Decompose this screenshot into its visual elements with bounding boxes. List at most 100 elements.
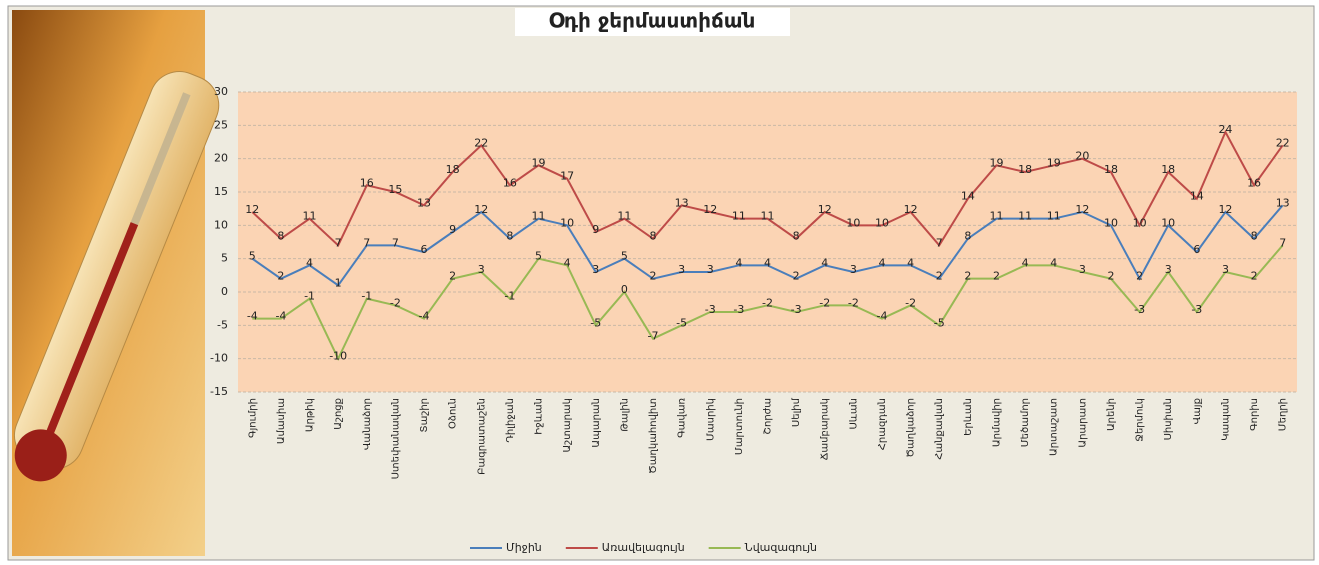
data-label: 7 bbox=[363, 236, 370, 249]
data-label: 11 bbox=[303, 210, 317, 223]
x-tick-label: Սիսիան bbox=[1163, 398, 1174, 440]
y-tick-label: -5 bbox=[217, 318, 228, 331]
data-label: -5 bbox=[934, 316, 945, 329]
x-tick-label: Ծաղկահովիտ bbox=[648, 398, 659, 474]
data-label: 2 bbox=[449, 270, 456, 283]
data-label: 3 bbox=[1222, 263, 1229, 276]
data-label: 7 bbox=[335, 236, 342, 249]
thermometer-image bbox=[12, 10, 220, 556]
series-line bbox=[251, 204, 1284, 287]
data-label: -1 bbox=[504, 290, 515, 303]
x-tick-label: Արտաշատ bbox=[1049, 398, 1060, 456]
data-label: 3 bbox=[707, 263, 714, 276]
data-label: -4 bbox=[877, 310, 888, 323]
data-label: 7 bbox=[936, 236, 943, 249]
x-tick-label: Իջևան bbox=[534, 398, 545, 435]
data-label: -3 bbox=[1134, 303, 1145, 316]
x-tick-label: Գավառ bbox=[677, 397, 688, 437]
data-label: 3 bbox=[592, 263, 599, 276]
x-tick-label: Աշոցք bbox=[333, 398, 344, 430]
data-label: 9 bbox=[592, 223, 599, 236]
data-label: 11 bbox=[761, 210, 775, 223]
x-tick-label: Բագրատաշեն bbox=[476, 398, 487, 475]
x-tick-label: Մարտունի bbox=[734, 398, 745, 455]
x-tick-label: Սևան bbox=[848, 398, 859, 430]
x-tick-label: Օձուն bbox=[448, 398, 459, 429]
data-label: 8 bbox=[1251, 230, 1258, 243]
data-label: 3 bbox=[1165, 263, 1172, 276]
data-label: 11 bbox=[1018, 210, 1032, 223]
data-label: 19 bbox=[1047, 156, 1061, 169]
data-label: 16 bbox=[360, 176, 374, 189]
data-label: 10 bbox=[1104, 216, 1118, 229]
data-label: 3 bbox=[1079, 263, 1086, 276]
data-label: 2 bbox=[277, 270, 284, 283]
data-label: 12 bbox=[1218, 203, 1232, 216]
x-tick-label: Ամասիա bbox=[276, 398, 287, 444]
y-tick-label: 15 bbox=[214, 185, 228, 198]
data-label: 4 bbox=[735, 256, 742, 269]
x-tick-label: Արարատ bbox=[1077, 398, 1088, 448]
x-tick-label: Շորժա bbox=[763, 398, 774, 435]
data-label: 18 bbox=[1104, 163, 1118, 176]
x-tick-label: Մեղրի bbox=[1278, 398, 1289, 431]
data-label: 12 bbox=[1075, 203, 1089, 216]
data-label: 4 bbox=[907, 256, 914, 269]
data-label: 9 bbox=[449, 223, 456, 236]
data-label: 11 bbox=[1047, 210, 1061, 223]
data-label: 12 bbox=[245, 203, 259, 216]
x-tick-label: Մասրիկ bbox=[705, 398, 716, 441]
x-tick-label: Սելիմ bbox=[791, 397, 802, 427]
data-label: 4 bbox=[1050, 256, 1057, 269]
data-label: 2 bbox=[993, 270, 1000, 283]
data-label: 11 bbox=[732, 210, 746, 223]
data-label: 8 bbox=[964, 230, 971, 243]
data-label: 22 bbox=[474, 136, 488, 149]
data-label: 8 bbox=[793, 230, 800, 243]
title-box bbox=[515, 8, 790, 36]
data-label: 11 bbox=[989, 210, 1003, 223]
data-label: -2 bbox=[905, 296, 916, 309]
data-label: 4 bbox=[878, 256, 885, 269]
data-label: -4 bbox=[247, 310, 258, 323]
x-tick-label: Արմավիր bbox=[991, 398, 1002, 447]
data-label: 12 bbox=[818, 203, 832, 216]
data-label: 7 bbox=[392, 236, 399, 249]
x-tick-label: Հանքավան bbox=[934, 398, 945, 460]
data-label: 10 bbox=[1161, 216, 1175, 229]
data-label: 19 bbox=[989, 156, 1003, 169]
y-tick-label: -15 bbox=[210, 385, 228, 398]
legend-label: Նվազագույն bbox=[745, 541, 817, 554]
data-label: 2 bbox=[1107, 270, 1114, 283]
y-tick-label: -10 bbox=[210, 352, 228, 365]
data-label: -4 bbox=[275, 310, 286, 323]
x-tick-label: Տաշիր bbox=[419, 398, 430, 432]
data-label: 4 bbox=[564, 256, 571, 269]
data-label: 17 bbox=[560, 170, 574, 183]
data-label: 13 bbox=[417, 196, 431, 209]
y-tick-label: 30 bbox=[214, 85, 228, 98]
series-line bbox=[252, 244, 1284, 361]
legend-label: Առավելագույն bbox=[602, 541, 685, 554]
data-label: 0 bbox=[621, 283, 628, 296]
data-label: 14 bbox=[961, 190, 975, 203]
x-tick-label: Վանաձոր bbox=[362, 398, 373, 450]
x-tick-label: Ջերմուկ bbox=[1135, 398, 1146, 442]
legend-label: Միջին bbox=[506, 541, 542, 554]
data-label: 2 bbox=[1136, 270, 1143, 283]
data-label: -1 bbox=[304, 290, 315, 303]
data-label: 4 bbox=[1022, 256, 1029, 269]
data-label: 8 bbox=[650, 230, 657, 243]
x-tick-label: Ճամբարակ bbox=[820, 398, 831, 460]
x-tick-label: Արենի bbox=[1106, 398, 1117, 431]
data-label: 2 bbox=[1251, 270, 1258, 283]
data-label: 19 bbox=[532, 156, 546, 169]
x-tick-label: Դիլիջան bbox=[505, 398, 516, 443]
data-label: -2 bbox=[762, 296, 773, 309]
data-label: 16 bbox=[503, 176, 517, 189]
data-label: 24 bbox=[1218, 123, 1232, 136]
data-label: 1 bbox=[335, 276, 342, 289]
y-tick-label: 25 bbox=[214, 118, 228, 131]
